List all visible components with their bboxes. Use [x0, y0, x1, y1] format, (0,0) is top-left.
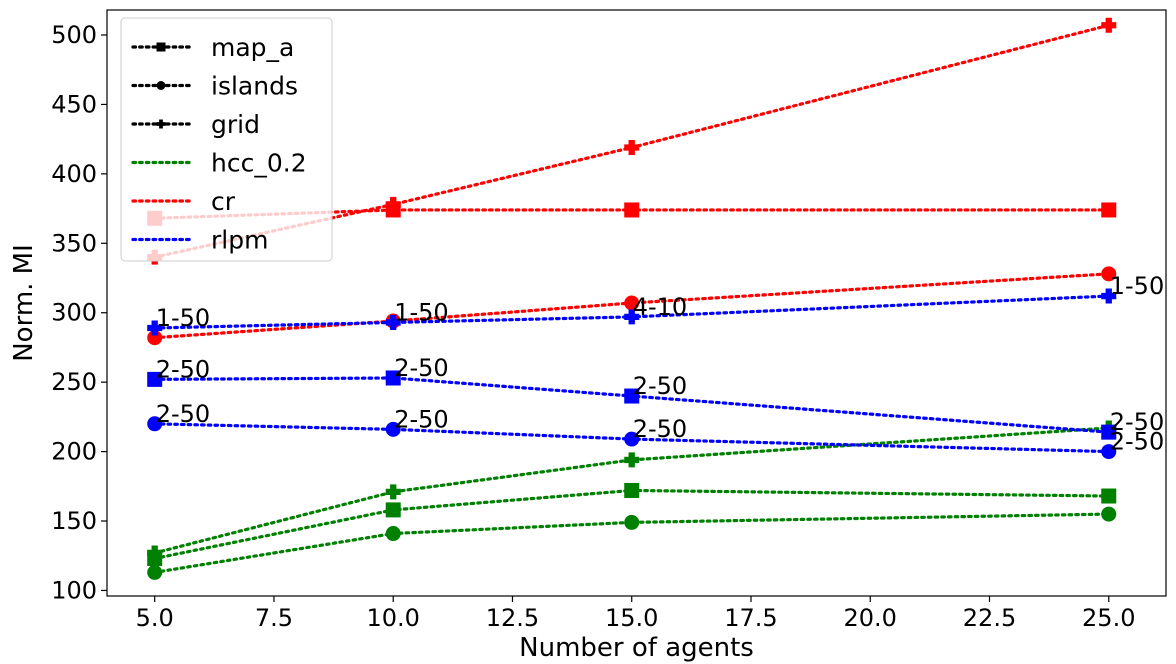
annotation-label: 2-50 — [394, 405, 448, 433]
data-point-hcc_0.2-map_a-2 — [624, 482, 640, 498]
annotation-label: 2-50 — [1110, 408, 1164, 436]
x-tick-label: 25.0 — [1082, 604, 1135, 632]
x-tick-label: 10.0 — [366, 604, 419, 632]
data-point-cr-islands-3 — [1101, 266, 1117, 282]
data-point-hcc_0.2-islands-3 — [1101, 506, 1117, 522]
annotation-layer: 1-50 1-50 4-101-502-50 2-502-502-502-50 2-50… — [156, 272, 1165, 456]
x-axis-ticks: 5.0 7.5 10.0 12.5 15.0 17.5 20.0 22.5 25.0 — [136, 596, 1135, 632]
legend-label-islands: islands — [211, 72, 298, 101]
legend-marker-islands — [156, 81, 166, 90]
data-point-hcc_0.2-grid-2 — [624, 452, 640, 468]
annotation-label: 1-50 — [394, 298, 448, 326]
annotation-label: 2-50 — [156, 400, 210, 428]
x-tick-label: 15.0 — [605, 604, 658, 632]
data-point-rlpm-grid-0 — [147, 320, 163, 336]
annotation-label: 2-50 — [1110, 428, 1164, 456]
data-point-rlpm-grid-1 — [385, 314, 401, 330]
annotation-label: 1-50 — [1110, 272, 1164, 300]
series-line-cr-islands — [153, 272, 1111, 340]
data-point-cr-grid-3 — [1101, 17, 1117, 33]
legend-label-map_a: map_a — [211, 33, 294, 62]
legend-label-cr: cr — [211, 187, 236, 216]
y-tick-label: 350 — [51, 229, 97, 257]
data-point-hcc_0.2-islands-1 — [385, 526, 401, 542]
data-point-rlpm-islands-2 — [624, 431, 640, 447]
annotation-label: 2-50 — [633, 415, 687, 443]
y-tick-label: 450 — [51, 90, 97, 118]
y-tick-label: 150 — [51, 507, 97, 535]
data-point-cr-islands-0 — [147, 330, 163, 346]
data-point-rlpm-islands-0 — [147, 416, 163, 432]
data-point-hcc_0.2-grid-0 — [147, 545, 163, 561]
y-axis-ticks: 100 150 200 250 300 350 400 450 500 — [51, 21, 107, 604]
series-line-hcc_0.2-grid — [153, 426, 1111, 555]
x-tick-label: 5.0 — [136, 604, 174, 632]
x-tick-label: 12.5 — [486, 604, 539, 632]
legend-marker-map_a — [156, 42, 166, 52]
x-tick-label: 20.0 — [844, 604, 897, 632]
data-point-rlpm-islands-1 — [385, 421, 401, 437]
annotation-label: 4-10 — [633, 293, 687, 321]
series-line-rlpm-map_a — [153, 376, 1111, 434]
x-tick-label: 17.5 — [724, 604, 777, 632]
data-point-cr-islands-2 — [624, 295, 640, 311]
y-axis-label: Norm. MI — [9, 244, 39, 362]
data-point-cr-grid-1 — [385, 196, 401, 212]
legend-marker-grid — [156, 119, 166, 129]
data-point-rlpm-map_a-3 — [1101, 424, 1117, 440]
series-line-rlpm-grid — [153, 294, 1111, 330]
legend-label-grid: grid — [211, 110, 260, 139]
y-tick-label: 300 — [51, 299, 97, 327]
x-axis-label: Number of agents — [519, 633, 754, 663]
plot-frame — [106, 9, 1167, 597]
x-tick-label: 22.5 — [963, 604, 1016, 632]
data-point-hcc_0.2-map_a-3 — [1101, 488, 1117, 504]
y-tick-label: 100 — [51, 576, 97, 604]
data-point-cr-map_a-3 — [1101, 202, 1117, 218]
annotation-label: 1-50 — [156, 304, 210, 332]
series-line-hcc_0.2-map_a — [153, 488, 1111, 561]
data-point-cr-grid-2 — [624, 139, 640, 155]
data-point-rlpm-map_a-2 — [624, 388, 640, 404]
annotation-label: 2-50 — [633, 372, 687, 400]
legend-label-hcc_0.2: hcc_0.2 — [211, 149, 307, 178]
annotation-label: 2-50 — [156, 355, 210, 383]
data-point-rlpm-map_a-1 — [385, 370, 401, 386]
data-point-cr-map_a-2 — [624, 202, 640, 218]
y-tick-label: 400 — [51, 160, 97, 188]
annotation-label: 2-50 — [394, 354, 448, 382]
y-tick-label: 250 — [51, 368, 97, 396]
data-point-rlpm-grid-2 — [624, 309, 640, 325]
data-point-hcc_0.2-grid-1 — [385, 484, 401, 500]
legend-label-rlpm: rlpm — [211, 226, 268, 255]
series-line-hcc_0.2-islands — [153, 512, 1111, 574]
data-point-hcc_0.2-islands-2 — [624, 514, 640, 530]
data-point-hcc_0.2-map_a-1 — [385, 502, 401, 518]
data-point-rlpm-islands-3 — [1101, 444, 1117, 460]
x-tick-label: 7.5 — [255, 604, 293, 632]
y-tick-label: 500 — [51, 21, 97, 49]
data-point-rlpm-map_a-0 — [147, 371, 163, 387]
data-point-hcc_0.2-islands-0 — [147, 564, 163, 580]
y-tick-label: 200 — [51, 438, 97, 466]
series-line-rlpm-islands — [153, 422, 1111, 454]
data-point-rlpm-grid-3 — [1101, 288, 1117, 304]
